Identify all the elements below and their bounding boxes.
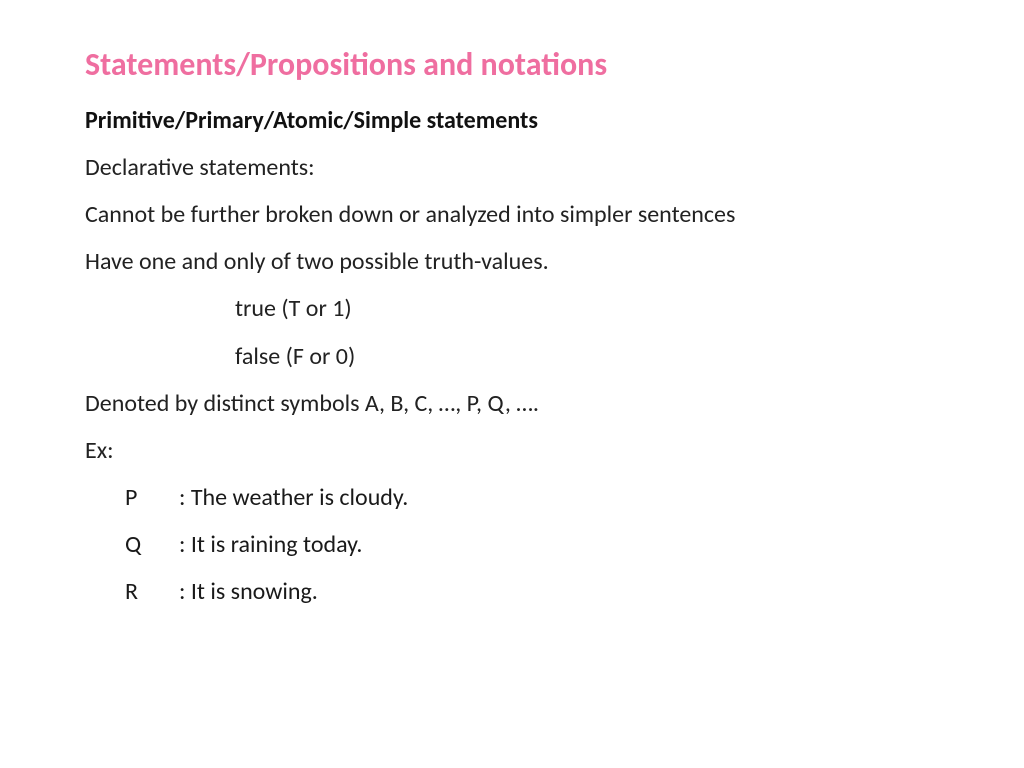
slide-title: Statements/Propositions and notations bbox=[85, 40, 944, 90]
body-line-1: Declarative statements: bbox=[85, 149, 944, 186]
example-symbol: R bbox=[125, 573, 179, 610]
body-line-denoted: Denoted by distinct symbols A, B, C, …, … bbox=[85, 385, 944, 422]
truth-value-true: true (T or 1) bbox=[85, 290, 944, 327]
example-text: : The weather is cloudy. bbox=[179, 479, 944, 516]
body-line-3: Have one and only of two possible truth-… bbox=[85, 243, 944, 280]
example-row: R : It is snowing. bbox=[85, 573, 944, 610]
truth-value-false: false (F or 0) bbox=[85, 338, 944, 375]
example-row: P : The weather is cloudy. bbox=[85, 479, 944, 516]
body-line-2: Cannot be further broken down or analyze… bbox=[85, 196, 944, 233]
example-symbol: P bbox=[125, 479, 179, 516]
body-line-ex: Ex: bbox=[85, 432, 944, 469]
example-symbol: Q bbox=[125, 526, 179, 563]
example-row: Q : It is raining today. bbox=[85, 526, 944, 563]
slide-subtitle: Primitive/Primary/Atomic/Simple statemen… bbox=[85, 102, 944, 139]
example-text: : It is raining today. bbox=[179, 526, 944, 563]
example-text: : It is snowing. bbox=[179, 573, 944, 610]
